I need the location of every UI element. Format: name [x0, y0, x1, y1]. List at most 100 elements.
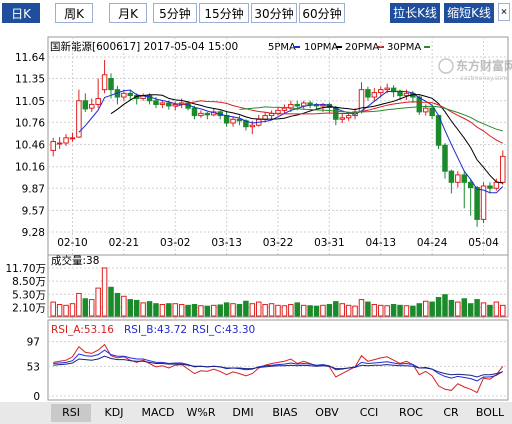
- indicator-tab-obv[interactable]: OBV: [315, 406, 339, 419]
- candle-body: [76, 100, 82, 138]
- volume-bar: [352, 305, 358, 317]
- tab-30min[interactable]: 30分钟: [251, 3, 297, 23]
- volume-bar: [88, 299, 95, 317]
- tab-daily-k[interactable]: 日K: [2, 3, 40, 23]
- tab-60min[interactable]: 60分钟: [299, 3, 345, 23]
- candle-body: [198, 112, 204, 117]
- candle-body: [345, 115, 352, 119]
- indicator-tab-wr[interactable]: W%R: [186, 406, 216, 419]
- volume-bar: [133, 299, 140, 317]
- volume-bar: [63, 304, 69, 317]
- volume-bar: [76, 292, 82, 317]
- volume-bar: [371, 304, 378, 317]
- ma-swatch-30: [424, 46, 430, 48]
- indicator-tab-dmi[interactable]: DMI: [232, 406, 254, 419]
- candle-body: [493, 181, 500, 189]
- candle-body: [69, 137, 76, 140]
- watermark-logo-icon: [438, 58, 454, 74]
- candle-body: [455, 174, 461, 183]
- volume-bar: [390, 304, 397, 317]
- period-toolbar: 日K 周K 月K 5分钟 15分钟 30分钟 60分钟 拉长K线 缩短K线: [0, 0, 512, 26]
- candle-body: [101, 74, 108, 91]
- candle-body: [390, 87, 397, 92]
- volume-bar: [198, 305, 204, 317]
- volume-bar: [268, 303, 275, 317]
- indicator-tab-cci[interactable]: CCI: [359, 406, 379, 419]
- volume-bar: [262, 304, 268, 317]
- volume-bar: [95, 287, 101, 317]
- tab-monthly-k[interactable]: 月K: [109, 3, 147, 23]
- rsi-c-label: RSI_C:43.30: [192, 324, 255, 336]
- indicator-tab-macd[interactable]: MACD: [141, 406, 175, 419]
- indicator-tab-rsi[interactable]: RSI: [51, 404, 91, 422]
- ma-legend-20pma: 20PMA: [345, 42, 379, 53]
- candle-body: [275, 109, 281, 114]
- candle-body: [56, 142, 63, 145]
- price-x-tick-label: 04-24: [417, 237, 448, 249]
- price-x-tick-label: 03-02: [160, 237, 191, 249]
- candle-body: [442, 144, 448, 172]
- ma10-line: [110, 94, 503, 184]
- candle-body: [121, 92, 127, 98]
- volume-bar: [448, 299, 455, 317]
- candle-body: [50, 141, 56, 151]
- candle-body: [88, 103, 95, 109]
- volume-bar: [455, 301, 461, 317]
- volume-bar: [114, 292, 121, 317]
- candle-body: [153, 100, 159, 105]
- volume-bar: [320, 304, 326, 317]
- volume-bar: [121, 295, 127, 317]
- rsi-grid: [48, 341, 508, 397]
- indicator-tab-roc[interactable]: ROC: [399, 406, 423, 419]
- volume-bar: [178, 304, 185, 317]
- candle-body: [365, 89, 371, 98]
- volume-bar: [275, 304, 281, 317]
- volume-bar: [307, 305, 313, 317]
- volume-bar: [204, 305, 211, 317]
- volume-bar: [255, 301, 262, 317]
- indicator-tab-cr[interactable]: CR: [443, 406, 459, 419]
- ma20-line: [175, 100, 504, 144]
- shrink-kline-button[interactable]: 缩短K线: [444, 3, 494, 23]
- volume-bar: [127, 299, 134, 317]
- volume-bar: [223, 302, 230, 317]
- candle-body: [371, 92, 378, 98]
- moving-average-lines: [78, 89, 504, 194]
- candle-body: [191, 107, 198, 117]
- volume-bar: [217, 304, 223, 317]
- candle-body: [166, 102, 172, 107]
- candle-body: [461, 174, 468, 183]
- volume-bar: [211, 304, 217, 317]
- indicator-tab-kdj[interactable]: KDJ: [104, 406, 124, 419]
- volume-y-tick-label: 2.10万: [12, 302, 46, 314]
- volume-bar: [236, 304, 243, 317]
- indicator-tab-bias[interactable]: BIAS: [272, 406, 298, 419]
- indicator-tab-boll[interactable]: BOLL: [475, 406, 505, 419]
- candle-body: [146, 95, 153, 102]
- candle-body: [127, 92, 134, 97]
- price-x-tick-label: 03-22: [263, 237, 294, 249]
- rsi-y-tick-label: 0: [33, 391, 40, 402]
- tab-15min[interactable]: 15分钟: [199, 3, 249, 23]
- price-y-ticks: 11.64 11.35 11.05 10.76 10.46 10.16 9.87 9.57 9.…: [15, 52, 45, 239]
- candle-body: [63, 137, 69, 144]
- candle-body: [416, 96, 423, 113]
- volume-bar: [397, 304, 403, 317]
- volume-bar: [69, 303, 76, 317]
- price-x-tick-label: 03-13: [211, 237, 242, 249]
- price-y-tick-label: 11.05: [15, 96, 45, 108]
- price-y-tick-label: 9.57: [22, 205, 45, 217]
- volume-bar: [384, 305, 390, 317]
- candle-body: [403, 92, 410, 97]
- price-y-tick-label: 9.28: [22, 227, 45, 239]
- close-icon[interactable]: [498, 3, 510, 21]
- volume-y-tick-label: 11.70万: [5, 263, 46, 275]
- tab-5min[interactable]: 5分钟: [153, 3, 197, 23]
- tab-weekly-k[interactable]: 周K: [55, 3, 93, 23]
- price-y-tick-label: 11.64: [15, 52, 45, 64]
- candle-body: [108, 78, 114, 91]
- candle-body: [384, 87, 390, 91]
- volume-bar: [153, 303, 159, 317]
- stretch-kline-button[interactable]: 拉长K线: [390, 3, 440, 23]
- volume-bar: [249, 303, 256, 317]
